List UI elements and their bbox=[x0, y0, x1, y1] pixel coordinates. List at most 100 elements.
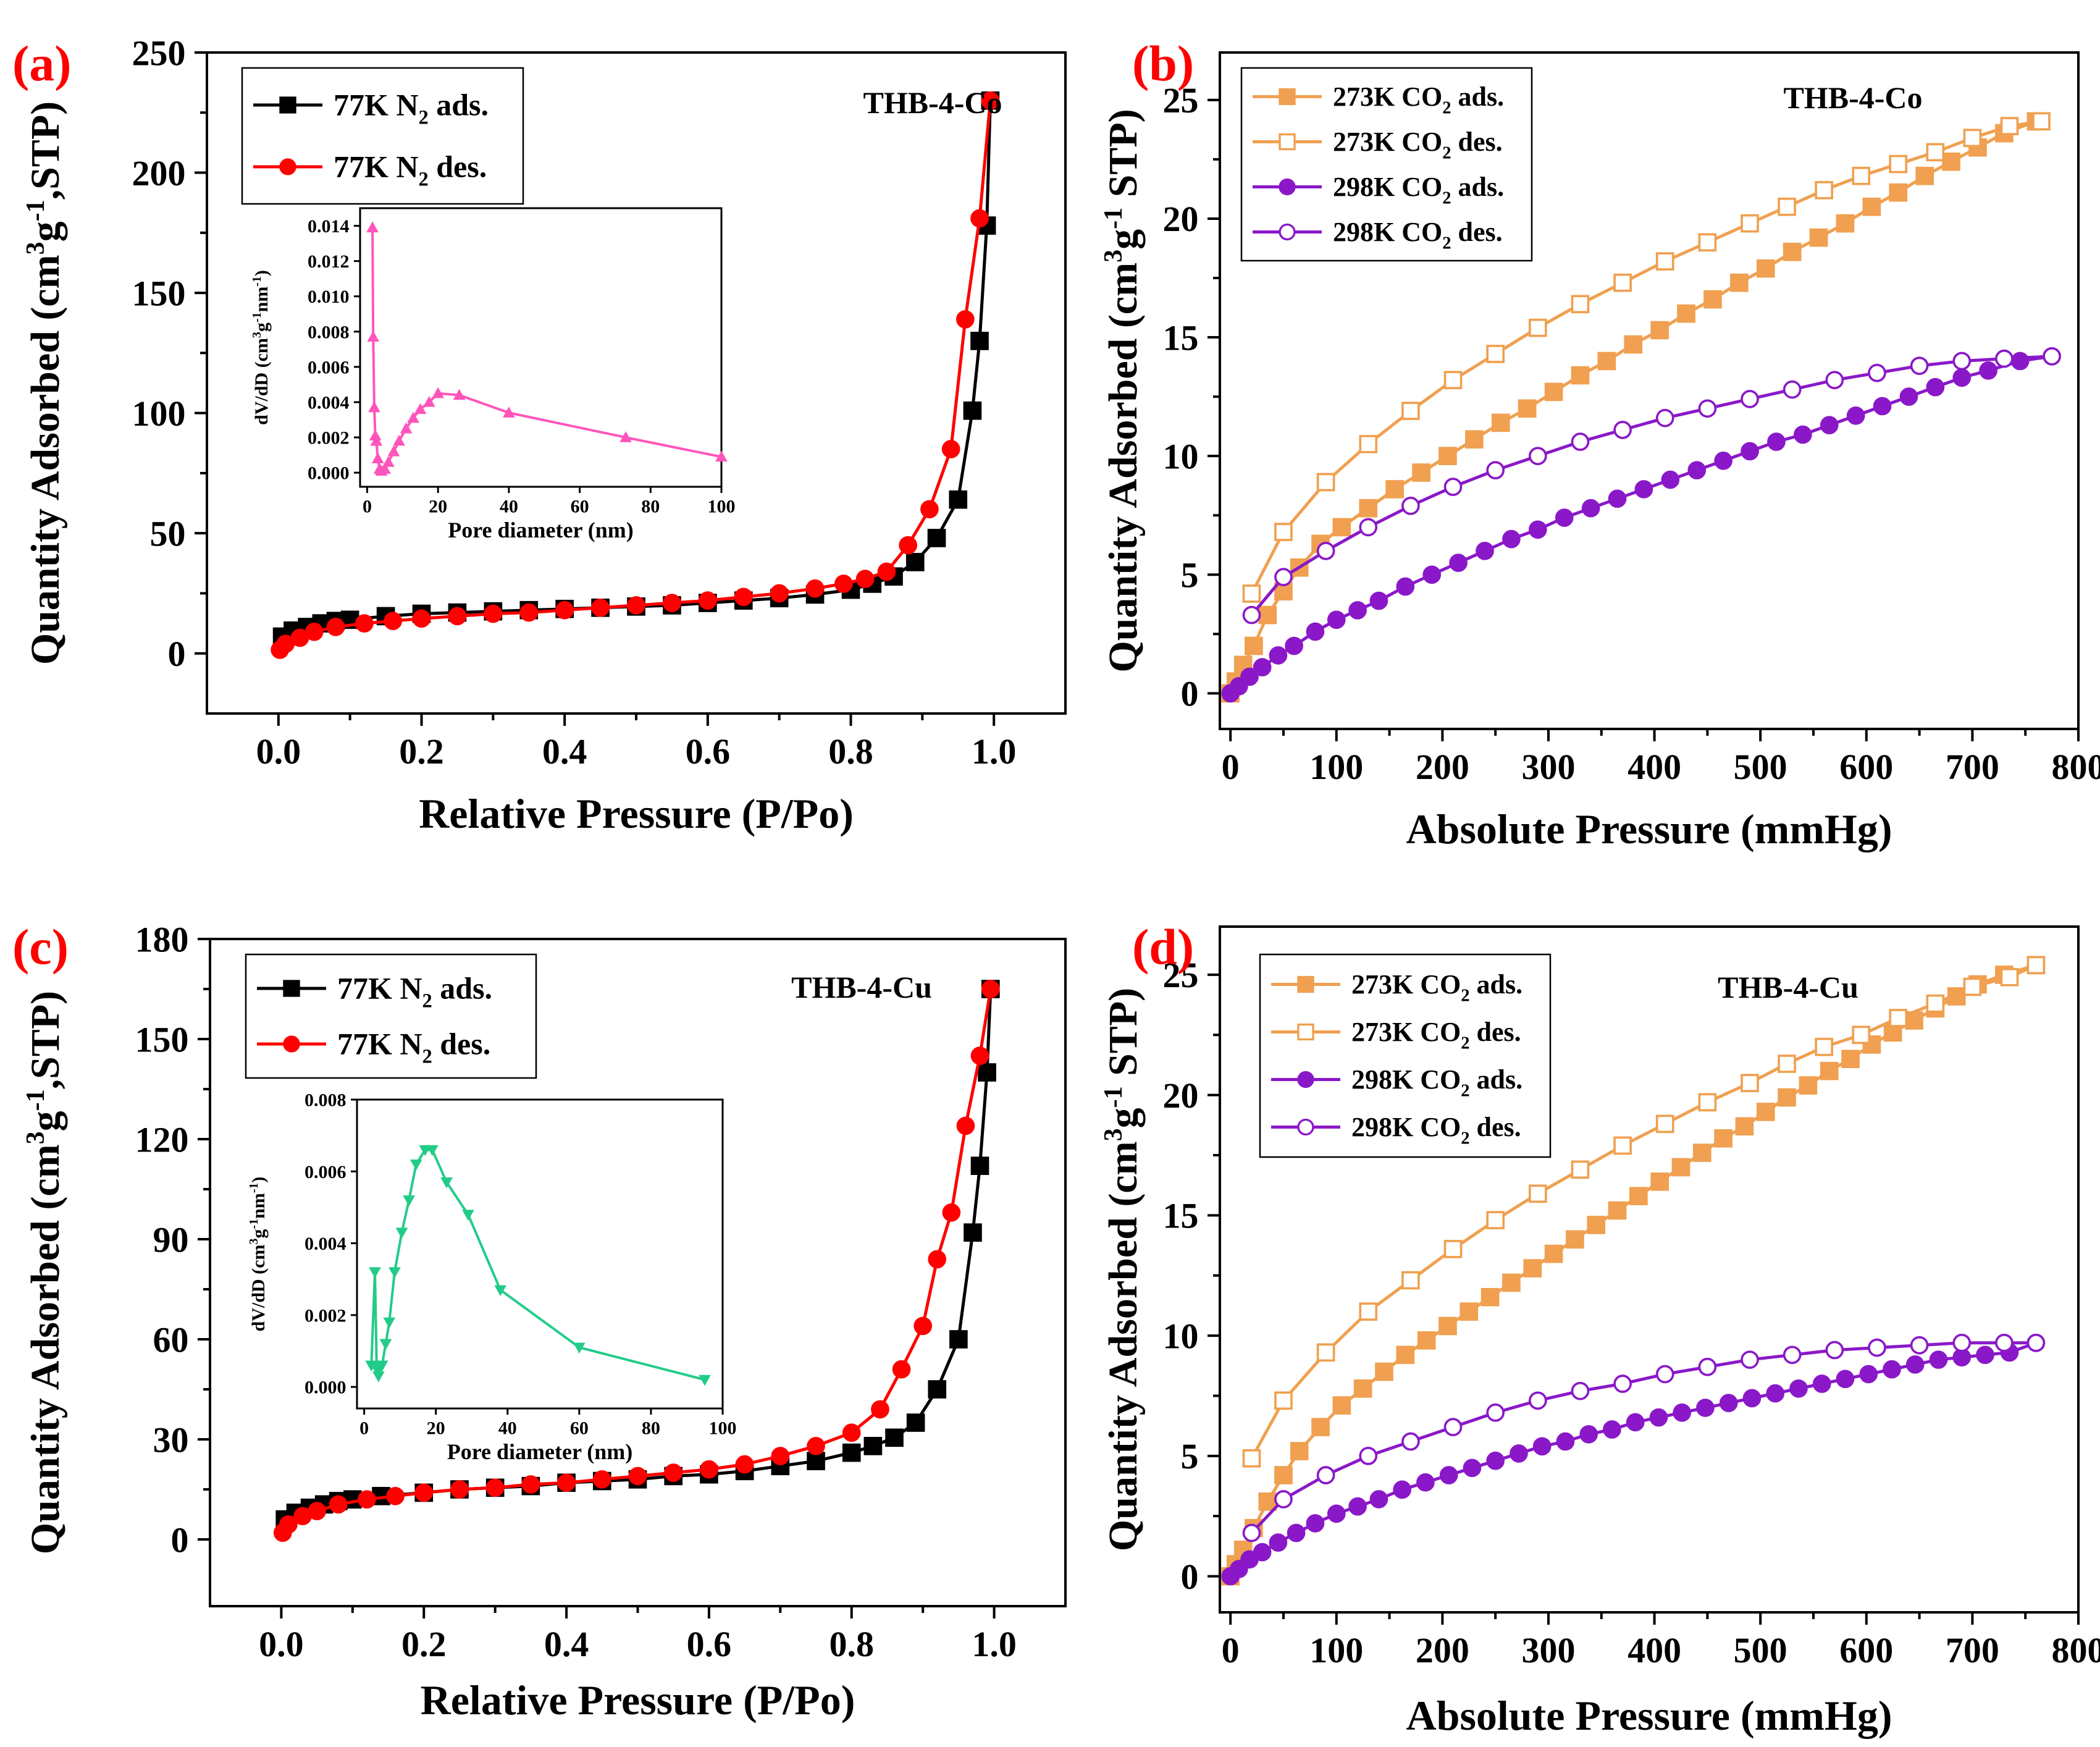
legend-entry-tail: des. bbox=[432, 1027, 490, 1061]
panel-b-x-tick-label: 200 bbox=[1416, 747, 1469, 787]
panel-a-data-point bbox=[970, 209, 989, 228]
panel-label: (c) bbox=[12, 919, 69, 975]
inset-a-y-tick-label: 0.012 bbox=[308, 251, 350, 272]
legend-entry-sub: 2 bbox=[419, 169, 429, 191]
legend-marker bbox=[1279, 223, 1296, 241]
panel-a-data-point bbox=[920, 500, 939, 519]
panel-b-data-point bbox=[1846, 406, 1865, 425]
panel-label: (b) bbox=[1132, 35, 1194, 91]
panel-b-data-point bbox=[1597, 352, 1616, 371]
panel-annotation: THB-4-Co bbox=[863, 85, 1002, 120]
panel-d-data-point bbox=[1528, 1184, 1547, 1203]
panel-b-data-point bbox=[1253, 658, 1272, 676]
inset-y-axis-label-part: g bbox=[248, 1229, 269, 1239]
panel-b-data-point bbox=[1571, 432, 1590, 451]
panel-d-data-point bbox=[1571, 1160, 1590, 1179]
panel-a-data-point bbox=[927, 529, 946, 547]
panel-b-data-point bbox=[1316, 473, 1335, 492]
panel-d-data-point bbox=[1287, 1523, 1306, 1543]
y-axis-label-part: g bbox=[1101, 229, 1146, 250]
inset-background bbox=[357, 1100, 723, 1408]
inset-c-x-tick-label: 80 bbox=[642, 1418, 660, 1439]
panel-b-data-point bbox=[1634, 480, 1653, 499]
panel-d-data-point bbox=[1696, 1399, 1715, 1417]
panel-a-data-point bbox=[855, 570, 875, 588]
panel-b-data-point bbox=[1703, 290, 1722, 309]
panel-b-data-point bbox=[1502, 529, 1521, 549]
panel-d-data-point bbox=[1926, 994, 1945, 1013]
panel-b-data-point bbox=[1528, 447, 1547, 465]
panel-a-data-point bbox=[627, 596, 645, 615]
panel-a-data-point bbox=[770, 584, 789, 603]
panel-c-data-point bbox=[978, 1063, 996, 1082]
panel-d-data-point bbox=[1799, 1076, 1818, 1095]
inset-data-point bbox=[369, 1267, 381, 1279]
panel-d-data-point bbox=[1836, 1370, 1855, 1389]
panel-b-data-point bbox=[1756, 259, 1775, 278]
panel-d-data-point bbox=[1528, 1391, 1547, 1410]
panel-c-data-point bbox=[842, 1443, 861, 1462]
panel-b-data-point bbox=[1809, 228, 1828, 247]
panel-d-data-point bbox=[1416, 1473, 1435, 1492]
panel-label: (d) bbox=[1132, 919, 1194, 975]
inset-x-axis-label: Pore diameter (nm) bbox=[448, 518, 634, 542]
panel-d-x-tick-label: 300 bbox=[1521, 1630, 1575, 1670]
panel-d-data-point bbox=[1396, 1345, 1415, 1365]
panel-d-data-point bbox=[1692, 1143, 1712, 1162]
panel-b-data-point bbox=[1698, 399, 1717, 418]
legend-entry-main: 77K N bbox=[334, 149, 419, 184]
legend-box bbox=[241, 67, 524, 205]
panel-d-data-point bbox=[1613, 1136, 1632, 1155]
panel-d-data-point bbox=[1783, 1345, 1802, 1365]
panel-d-data-point bbox=[1439, 1466, 1458, 1484]
inset-data-point bbox=[453, 389, 466, 400]
panel-b-data-point bbox=[1778, 197, 1796, 216]
panel-d-data-point bbox=[1756, 1103, 1775, 1121]
legend-entry-tail: ads. bbox=[1451, 172, 1505, 202]
panel-a-data-point bbox=[555, 600, 574, 620]
panel-b-data-point bbox=[1491, 413, 1510, 432]
panel-d-data-point bbox=[1486, 1451, 1505, 1470]
panel-b-data-point bbox=[1306, 622, 1325, 641]
panel-d-y-tick-label: 20 bbox=[1163, 1076, 1199, 1116]
panel-b-data-point bbox=[1544, 382, 1563, 402]
panel-d-data-point bbox=[1510, 1444, 1528, 1463]
inset-y-axis-label-sup: 3 bbox=[250, 332, 264, 338]
panel-d-data-point bbox=[1523, 1259, 1542, 1278]
panel-d-data-point bbox=[1889, 1009, 1908, 1027]
panel-c-data-point bbox=[807, 1452, 825, 1470]
inset-data-point bbox=[462, 1210, 474, 1221]
panel-c-x-tick-label: 0.2 bbox=[401, 1624, 447, 1664]
panel-d-data-point bbox=[1443, 1418, 1463, 1436]
panel-c-data-point bbox=[735, 1455, 754, 1474]
legend-entry-label: 273K CO2 ads. bbox=[1351, 969, 1522, 1005]
legend-entry-main: 77K N bbox=[337, 971, 422, 1006]
panel-d-data-point bbox=[1486, 1211, 1505, 1229]
panel-b-data-point bbox=[1571, 366, 1590, 385]
panel-annotation: THB-4-Cu bbox=[791, 970, 932, 1004]
panel-a-x-tick-label: 1.0 bbox=[972, 731, 1017, 772]
panel-d-data-point bbox=[1698, 1357, 1717, 1376]
panel-c-data-point bbox=[521, 1475, 540, 1494]
panel-d-data-point bbox=[1603, 1420, 1621, 1439]
panel-a-data-point bbox=[591, 598, 610, 617]
panel-a-y-tick-label: 200 bbox=[132, 153, 186, 193]
inset-data-point bbox=[372, 1371, 385, 1383]
panel-b-x-tick-label: 700 bbox=[1946, 747, 1999, 787]
panel-c-data-point bbox=[842, 1423, 861, 1442]
panel-b-data-point bbox=[1910, 356, 1929, 375]
panel-c-data-point bbox=[386, 1486, 405, 1505]
inset-data-point bbox=[371, 1364, 383, 1376]
panel-c-x-tick-label: 0.0 bbox=[259, 1624, 304, 1664]
panel-b-data-point bbox=[1767, 432, 1786, 451]
inset-y-axis-label-sup: 3 bbox=[247, 1239, 261, 1245]
inset-a-x-tick-label: 80 bbox=[641, 497, 660, 517]
panel-d-data-point bbox=[1995, 1333, 2014, 1352]
panel-c-x-tick-label: 0.4 bbox=[544, 1624, 589, 1664]
panel-b-data-point bbox=[1836, 214, 1855, 233]
inset-c-y-tick-label: 0.006 bbox=[304, 1162, 346, 1182]
panel-d-x-tick-label: 600 bbox=[1839, 1630, 1893, 1670]
panel-d-data-point bbox=[1952, 1333, 1972, 1352]
panel-c-data-point bbox=[664, 1463, 683, 1482]
legend-entry-label: 273K CO2 ads. bbox=[1333, 82, 1504, 117]
